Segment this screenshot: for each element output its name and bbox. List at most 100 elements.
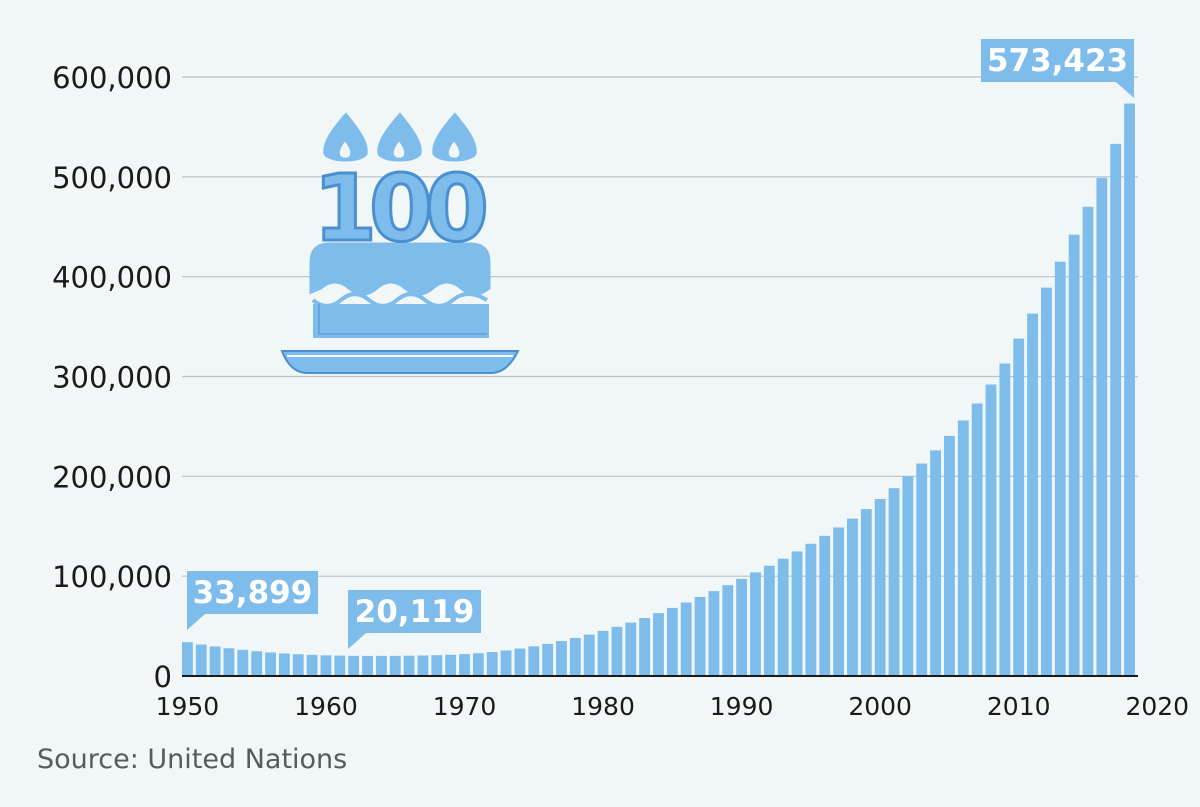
bar bbox=[472, 653, 484, 676]
bar bbox=[514, 648, 526, 676]
x-tick-label: 1960 bbox=[294, 692, 358, 721]
bar bbox=[417, 655, 429, 676]
bar bbox=[847, 518, 858, 676]
birthday-cake-icon: 100 bbox=[280, 107, 520, 374]
bar bbox=[819, 535, 831, 676]
callout-box bbox=[981, 39, 1134, 82]
callout-label: 573,423 bbox=[987, 43, 1128, 79]
bar bbox=[805, 543, 817, 676]
bar bbox=[182, 642, 193, 676]
bar bbox=[680, 602, 692, 676]
bar bbox=[694, 596, 706, 676]
x-tick-label: 1970 bbox=[433, 692, 497, 721]
bar bbox=[320, 655, 332, 676]
source-note: Source: United Nations bbox=[37, 744, 348, 775]
bar bbox=[736, 578, 748, 676]
y-tick-label: 600,000 bbox=[52, 61, 172, 95]
bar bbox=[916, 463, 928, 676]
bar bbox=[223, 648, 235, 676]
bar bbox=[625, 622, 637, 676]
callout-pointer bbox=[1116, 82, 1134, 98]
bar bbox=[542, 643, 554, 676]
bar bbox=[1124, 103, 1135, 676]
bar bbox=[708, 591, 720, 676]
bar bbox=[486, 652, 498, 676]
y-tick-label: 100,000 bbox=[52, 560, 172, 594]
bar bbox=[556, 641, 567, 676]
bar bbox=[278, 653, 290, 676]
bar bbox=[1082, 206, 1094, 676]
x-axis-ticks: 1950 1960 1970 1980 1990 2000 2010 2020 bbox=[156, 692, 1189, 721]
bar bbox=[445, 654, 457, 676]
bar bbox=[459, 654, 470, 676]
bar bbox=[722, 585, 734, 676]
bar bbox=[666, 607, 678, 676]
callout: 20,119 bbox=[348, 590, 481, 649]
bar bbox=[611, 626, 623, 676]
bar bbox=[1041, 287, 1052, 676]
y-tick-label: 400,000 bbox=[52, 261, 172, 295]
callout-pointer bbox=[187, 614, 205, 630]
bar bbox=[597, 630, 609, 676]
bar bbox=[874, 499, 886, 676]
bar bbox=[583, 634, 595, 676]
bar bbox=[375, 655, 387, 676]
bar bbox=[389, 655, 401, 676]
x-tick-label: 1950 bbox=[156, 692, 220, 721]
bar bbox=[1068, 234, 1080, 677]
bar bbox=[763, 565, 775, 676]
bar bbox=[1027, 313, 1038, 676]
y-axis-ticks: 0 100,000 200,000 300,000 400,000 500,000 600,… bbox=[52, 61, 172, 694]
bar bbox=[1054, 261, 1066, 676]
bar bbox=[957, 420, 969, 676]
x-tick-label: 2020 bbox=[1125, 692, 1189, 721]
bar bbox=[833, 527, 844, 676]
x-tick-label: 2010 bbox=[987, 692, 1051, 721]
x-tick-label: 1990 bbox=[710, 692, 774, 721]
bar bbox=[292, 654, 304, 676]
bar bbox=[195, 644, 207, 676]
bar bbox=[1096, 177, 1108, 676]
bar bbox=[500, 650, 512, 676]
bar bbox=[791, 551, 803, 676]
callout-label: 20,119 bbox=[355, 594, 475, 630]
y-tick-label: 0 bbox=[154, 660, 172, 694]
x-tick-label: 2000 bbox=[848, 692, 912, 721]
callout-box bbox=[348, 590, 481, 633]
bars bbox=[182, 103, 1135, 677]
callout: 573,423 bbox=[981, 39, 1134, 98]
callout-label: 33,899 bbox=[193, 575, 313, 611]
bar bbox=[750, 572, 761, 676]
bar bbox=[777, 558, 789, 676]
y-tick-label: 300,000 bbox=[52, 361, 172, 395]
svg-text:100: 100 bbox=[313, 155, 485, 262]
y-tick-label: 200,000 bbox=[52, 460, 172, 494]
bar bbox=[653, 613, 664, 676]
bar bbox=[237, 649, 249, 676]
bar bbox=[334, 655, 346, 676]
bar bbox=[971, 403, 983, 676]
bar bbox=[362, 655, 373, 676]
bar bbox=[944, 435, 955, 676]
bar bbox=[639, 618, 651, 676]
callout-pointer bbox=[348, 633, 366, 649]
bar bbox=[902, 476, 914, 676]
bar bbox=[569, 637, 581, 676]
bar bbox=[930, 450, 941, 676]
bar bbox=[306, 654, 318, 676]
bar bbox=[528, 646, 540, 676]
bar bbox=[999, 363, 1011, 676]
bar bbox=[985, 384, 997, 676]
x-tick-label: 1980 bbox=[571, 692, 635, 721]
bar bbox=[1013, 338, 1025, 676]
bar bbox=[265, 652, 276, 676]
callout-box bbox=[187, 571, 318, 614]
bar bbox=[348, 655, 360, 676]
bar bbox=[431, 655, 443, 676]
bar bbox=[251, 651, 263, 676]
bar bbox=[860, 509, 872, 676]
bar bbox=[403, 655, 415, 676]
bar bbox=[209, 646, 221, 676]
y-tick-label: 500,000 bbox=[52, 161, 172, 195]
